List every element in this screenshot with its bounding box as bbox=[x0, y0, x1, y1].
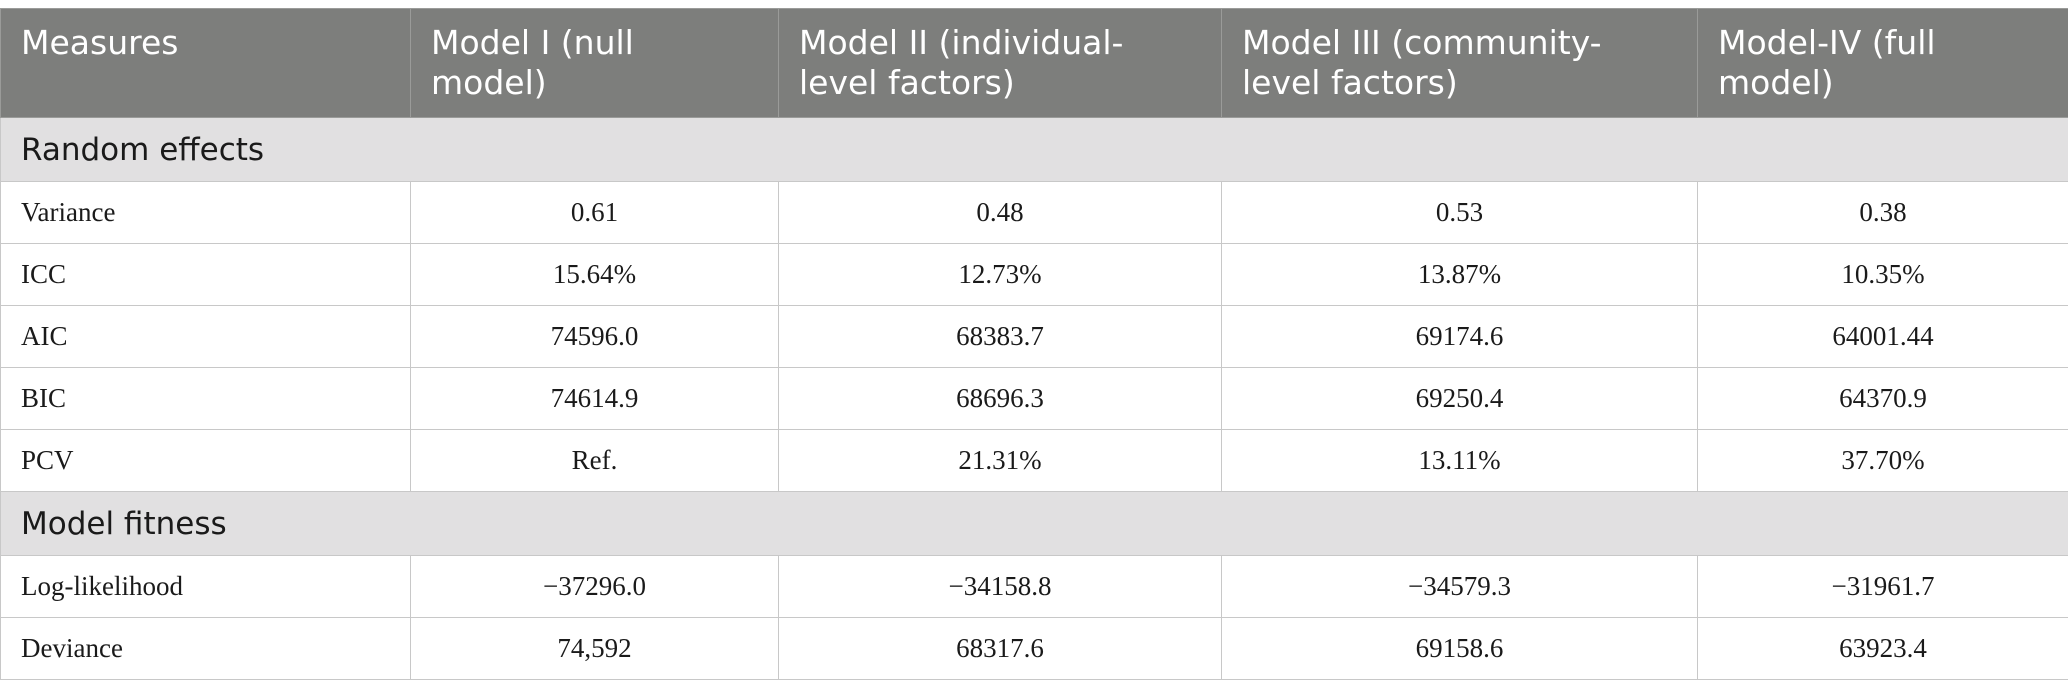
header-row: Measures Model I (null model) Model II (… bbox=[0, 8, 2068, 118]
cell-value: Ref. bbox=[410, 429, 779, 492]
header-model-1: Model I (null model) bbox=[410, 8, 779, 118]
row-label: PCV bbox=[0, 429, 411, 492]
cell-value: 12.73% bbox=[778, 243, 1222, 306]
section-title: Model fitness bbox=[0, 491, 2068, 556]
table-row: ICC 15.64% 12.73% 13.87% 10.35% bbox=[0, 243, 2068, 306]
cell-value: 74596.0 bbox=[410, 305, 779, 368]
cell-value: 69158.6 bbox=[1221, 617, 1698, 680]
header-model-4: Model-IV (full model) bbox=[1697, 8, 2068, 118]
cell-value: 13.87% bbox=[1221, 243, 1698, 306]
cell-value: 13.11% bbox=[1221, 429, 1698, 492]
row-label: ICC bbox=[0, 243, 411, 306]
table-row: Deviance 74,592 68317.6 69158.6 63923.4 bbox=[0, 617, 2068, 680]
cell-value: 0.48 bbox=[778, 181, 1222, 244]
cell-value: 74,592 bbox=[410, 617, 779, 680]
table-row: BIC 74614.9 68696.3 69250.4 64370.9 bbox=[0, 367, 2068, 430]
row-label: AIC bbox=[0, 305, 411, 368]
section-row-model-fitness: Model fitness bbox=[0, 491, 2068, 556]
cell-value: 69174.6 bbox=[1221, 305, 1698, 368]
table-row: Log-likelihood −37296.0 −34158.8 −34579.… bbox=[0, 555, 2068, 618]
cell-value: 64370.9 bbox=[1697, 367, 2068, 430]
cell-value: 68696.3 bbox=[778, 367, 1222, 430]
cell-value: 0.61 bbox=[410, 181, 779, 244]
cell-value: −37296.0 bbox=[410, 555, 779, 618]
header-model-2: Model II (individual-level factors) bbox=[778, 8, 1222, 118]
cell-value: −34158.8 bbox=[778, 555, 1222, 618]
row-label: Log-likelihood bbox=[0, 555, 411, 618]
cell-value: 21.31% bbox=[778, 429, 1222, 492]
cell-value: 74614.9 bbox=[410, 367, 779, 430]
table-row: PCV Ref. 21.31% 13.11% 37.70% bbox=[0, 429, 2068, 492]
header-model-3: Model III (community-level factors) bbox=[1221, 8, 1698, 118]
cell-value: 0.53 bbox=[1221, 181, 1698, 244]
cell-value: −34579.3 bbox=[1221, 555, 1698, 618]
cell-value: 0.38 bbox=[1697, 181, 2068, 244]
header-measures: Measures bbox=[0, 8, 411, 118]
model-comparison-table: Measures Model I (null model) Model II (… bbox=[0, 8, 2068, 680]
cell-value: 63923.4 bbox=[1697, 617, 2068, 680]
cell-value: 10.35% bbox=[1697, 243, 2068, 306]
cell-value: −31961.7 bbox=[1697, 555, 2068, 618]
cell-value: 68317.6 bbox=[778, 617, 1222, 680]
table-row: Variance 0.61 0.48 0.53 0.38 bbox=[0, 181, 2068, 244]
section-title: Random effects bbox=[0, 117, 2068, 182]
row-label: Deviance bbox=[0, 617, 411, 680]
row-label: Variance bbox=[0, 181, 411, 244]
section-row-random-effects: Random effects bbox=[0, 117, 2068, 182]
cell-value: 37.70% bbox=[1697, 429, 2068, 492]
cell-value: 15.64% bbox=[410, 243, 779, 306]
cell-value: 64001.44 bbox=[1697, 305, 2068, 368]
cell-value: 69250.4 bbox=[1221, 367, 1698, 430]
table-row: AIC 74596.0 68383.7 69174.6 64001.44 bbox=[0, 305, 2068, 368]
row-label: BIC bbox=[0, 367, 411, 430]
cell-value: 68383.7 bbox=[778, 305, 1222, 368]
